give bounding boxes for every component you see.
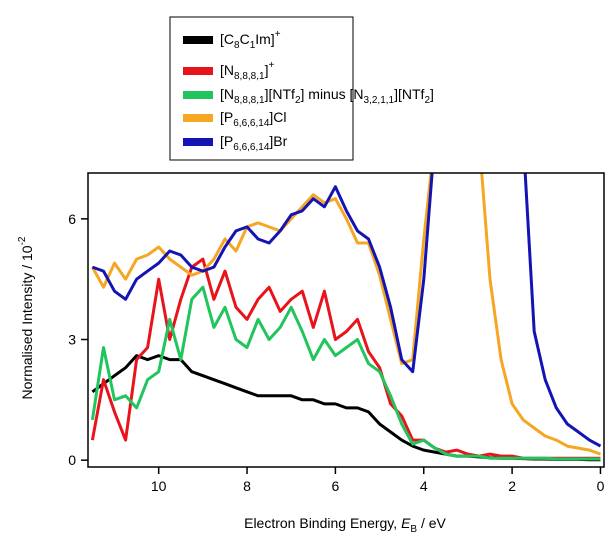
- x-axis-label: Electron Binding Energy, EB / eV: [244, 515, 446, 535]
- y-tick-label: 6: [68, 211, 76, 227]
- plot-lines: [90, 173, 602, 462]
- legend-label: [P6,6,6,14]Cl: [220, 109, 287, 129]
- series-line: [91, 173, 602, 448]
- x-tick-label: 4: [420, 478, 428, 494]
- legend-swatch: [183, 36, 213, 44]
- legend-label: [P6,6,6,14]Br: [220, 133, 288, 153]
- legend-swatch: [183, 114, 213, 122]
- legend-swatch: [183, 138, 213, 146]
- legend-swatch: [183, 91, 213, 99]
- x-tick-label: 6: [331, 478, 339, 494]
- y-tick-label: 0: [68, 452, 76, 468]
- legend-label: [C8C1Im]+: [220, 29, 281, 51]
- x-tick-label: 10: [151, 478, 167, 494]
- legend-label: [N8,8,8,1]+: [220, 60, 274, 82]
- legend-label: [N8,8,8,1][NTf2] minus [N3,2,1,1][NTf2]: [220, 86, 434, 106]
- legend-swatch: [183, 67, 213, 75]
- y-axis-label: Normalised Intensity / 10-2: [17, 236, 35, 399]
- x-tick-label: 0: [597, 478, 605, 494]
- x-tick-label: 8: [243, 478, 251, 494]
- series-line: [91, 173, 602, 456]
- y-tick-label: 3: [68, 332, 76, 348]
- x-tick-label: 2: [508, 478, 516, 494]
- legend-box: [169, 16, 354, 161]
- plot-frame: [87, 172, 605, 468]
- series-line: [91, 354, 601, 462]
- series-line: [90, 285, 601, 461]
